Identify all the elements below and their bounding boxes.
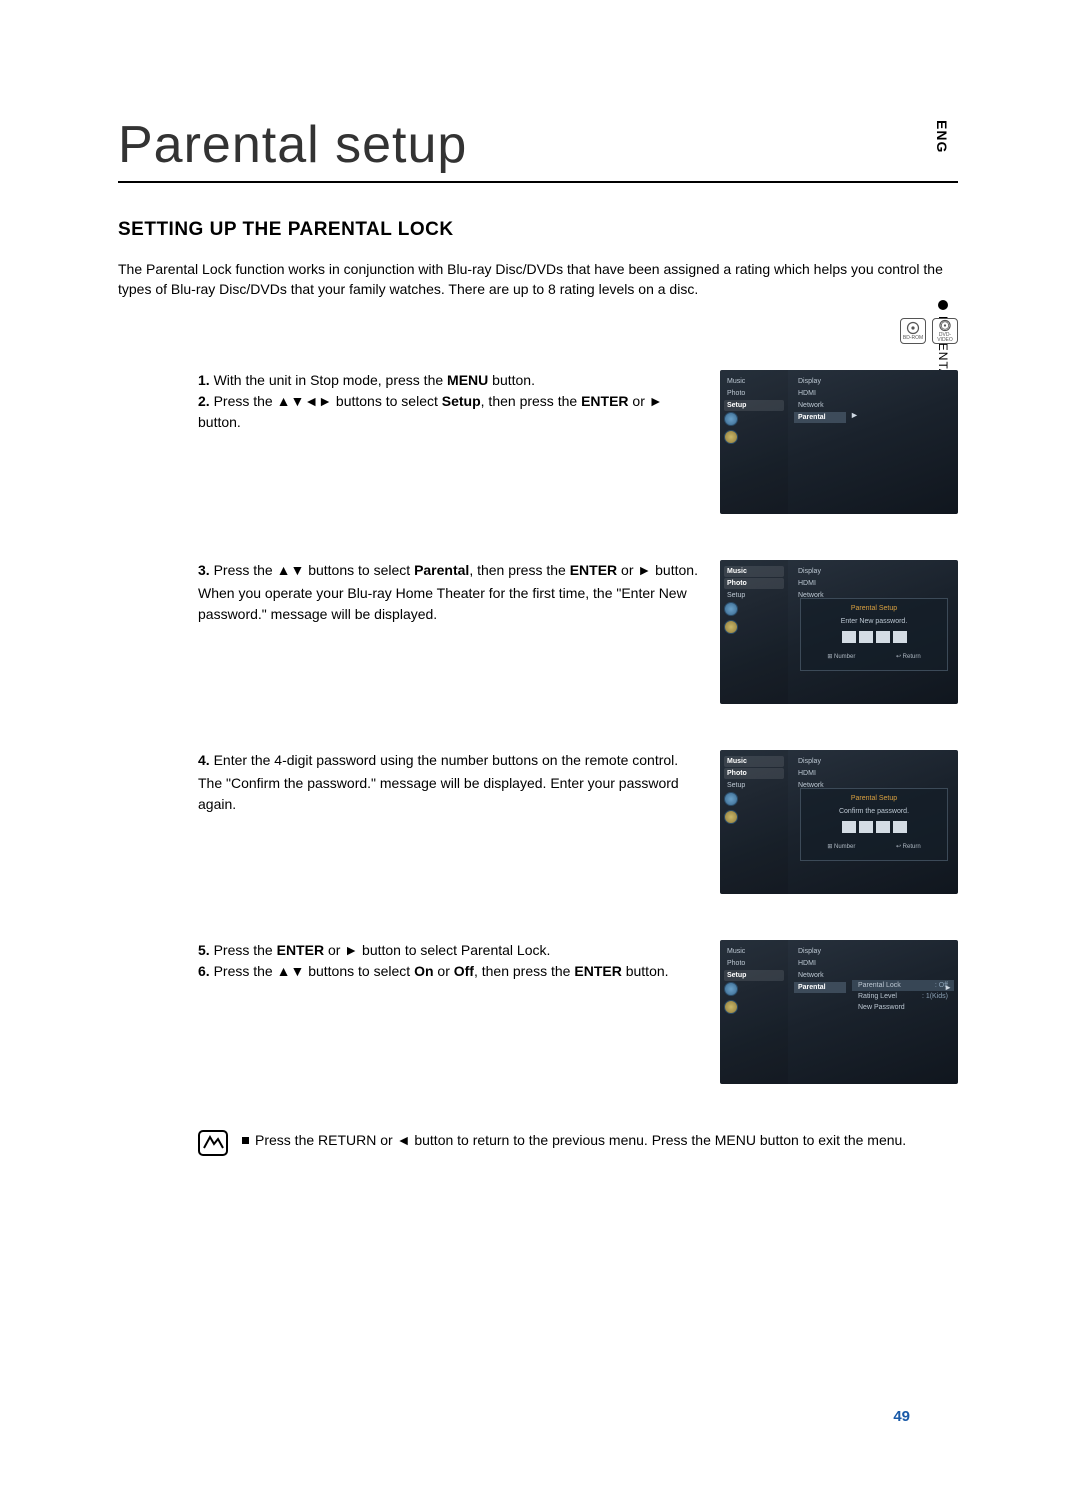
step-3-cont: When you operate your Blu-ray Home Theat… bbox=[198, 583, 702, 625]
ui-submenu-item: HDMI bbox=[794, 578, 846, 589]
ui-round-icon bbox=[724, 810, 738, 824]
ui-round-icon bbox=[724, 1000, 738, 1014]
step-5: 5. Press the ENTER or ► button to select… bbox=[198, 940, 702, 961]
ui-submenu-item: Display bbox=[794, 946, 846, 957]
step-1: 1. With the unit in Stop mode, press the… bbox=[198, 370, 702, 391]
ui-round-icon bbox=[724, 602, 738, 616]
ui-nav-item: Photo bbox=[724, 578, 784, 589]
ui-dialog: Parental Setup Confirm the password. ⊞ N… bbox=[800, 788, 948, 861]
ui-dialog-foot-return: ↩ Return bbox=[896, 843, 921, 850]
ui-password-boxes bbox=[807, 821, 941, 833]
ui-screenshot-parental-options: Music Photo Setup Display HDMI Network P… bbox=[720, 940, 958, 1084]
ui-submenu-item: HDMI bbox=[794, 768, 846, 779]
badge-label: DVD-VIDEO bbox=[933, 333, 957, 343]
ui-nav-item: Music bbox=[724, 376, 784, 387]
ui-round-icon bbox=[724, 430, 738, 444]
step-4: 4. Enter the 4-digit password using the … bbox=[198, 750, 702, 771]
ui-nav-item: Music bbox=[724, 946, 784, 957]
ui-submenu-item: HDMI bbox=[794, 958, 846, 969]
bd-rom-badge: BD-ROM bbox=[900, 318, 926, 344]
ui-submenu-item-selected: Parental bbox=[794, 982, 846, 993]
step-block-2: 3. Press the ▲▼ buttons to select Parent… bbox=[118, 560, 958, 704]
ui-submenu-item: Network bbox=[794, 970, 846, 981]
ui-nav-item-selected: Setup bbox=[724, 970, 784, 981]
ui-nav-item: Photo bbox=[724, 958, 784, 969]
page-number: 49 bbox=[893, 1408, 910, 1425]
ui-nav-item: Music bbox=[724, 566, 784, 577]
ui-round-icon bbox=[724, 792, 738, 806]
ui-screenshot-setup-menu: Music Photo Setup Display HDMI Network P… bbox=[720, 370, 958, 514]
ui-submenu-item: Display bbox=[794, 376, 846, 387]
ui-screenshot-confirm-password: Music Photo Setup Display HDMI Network P… bbox=[720, 750, 958, 894]
ui-dialog-foot-number: ⊞ Number bbox=[827, 653, 855, 660]
ui-nav-item: Setup bbox=[724, 780, 784, 791]
ui-round-icon bbox=[724, 412, 738, 426]
dvd-video-badge: DVD-VIDEO bbox=[932, 318, 958, 344]
ui-password-boxes bbox=[807, 631, 941, 643]
ui-dialog-foot-number: ⊞ Number bbox=[827, 843, 855, 850]
note-block: Press the RETURN or ◄ button to return t… bbox=[118, 1130, 958, 1156]
ui-dialog-foot-return: ↩ Return bbox=[896, 653, 921, 660]
step-block-1: 1. With the unit in Stop mode, press the… bbox=[118, 370, 958, 514]
ui-nav-item: Setup bbox=[724, 590, 784, 601]
step-block-4: 5. Press the ENTER or ► button to select… bbox=[118, 940, 958, 1084]
pointer-icon: ► bbox=[850, 410, 859, 420]
ui-nav-item-selected: Setup bbox=[724, 400, 784, 411]
ui-submenu-item: Display bbox=[794, 566, 846, 577]
ui-option-row: New Password bbox=[852, 1002, 954, 1013]
ui-dialog-title: Parental Setup bbox=[807, 795, 941, 802]
ui-option-row: Rating Level: 1(Kids) bbox=[852, 991, 954, 1002]
intro-paragraph: The Parental Lock function works in conj… bbox=[118, 259, 958, 300]
step-block-3: 4. Enter the 4-digit password using the … bbox=[118, 750, 958, 894]
ui-nav-item: Music bbox=[724, 756, 784, 767]
ui-round-icon bbox=[724, 982, 738, 996]
ui-dialog-message: Enter New password. bbox=[807, 618, 941, 625]
step-4-cont: The "Confirm the password." message will… bbox=[198, 773, 702, 815]
ui-round-icon bbox=[724, 620, 738, 634]
ui-submenu-item: Display bbox=[794, 756, 846, 767]
step-2: 2. Press the ▲▼◄► buttons to select Setu… bbox=[198, 391, 702, 433]
ui-nav-item: Photo bbox=[724, 388, 784, 399]
note-text: Press the RETURN or ◄ button to return t… bbox=[242, 1130, 906, 1151]
step-3: 3. Press the ▲▼ buttons to select Parent… bbox=[198, 560, 702, 581]
ui-nav-item: Photo bbox=[724, 768, 784, 779]
badge-label: BD-ROM bbox=[903, 336, 923, 341]
disc-badges: BD-ROM DVD-VIDEO bbox=[118, 318, 958, 344]
ui-option-row-selected: Parental Lock: Off bbox=[852, 980, 954, 991]
step-6: 6. Press the ▲▼ buttons to select On or … bbox=[198, 961, 702, 982]
page-title: Parental setup bbox=[118, 115, 958, 183]
ui-dialog: Parental Setup Enter New password. ⊞ Num… bbox=[800, 598, 948, 671]
ui-dialog-message: Confirm the password. bbox=[807, 808, 941, 815]
pointer-icon: ► bbox=[944, 983, 952, 992]
note-icon bbox=[198, 1130, 228, 1156]
section-heading: SETTING UP THE PARENTAL LOCK bbox=[118, 219, 958, 241]
ui-submenu-item: Network bbox=[794, 400, 846, 411]
ui-submenu-item: HDMI bbox=[794, 388, 846, 399]
ui-dialog-title: Parental Setup bbox=[807, 605, 941, 612]
bullet-icon bbox=[242, 1137, 249, 1144]
ui-screenshot-enter-password: Music Photo Setup Display HDMI Network P… bbox=[720, 560, 958, 704]
ui-submenu-item-selected: Parental bbox=[794, 412, 846, 423]
